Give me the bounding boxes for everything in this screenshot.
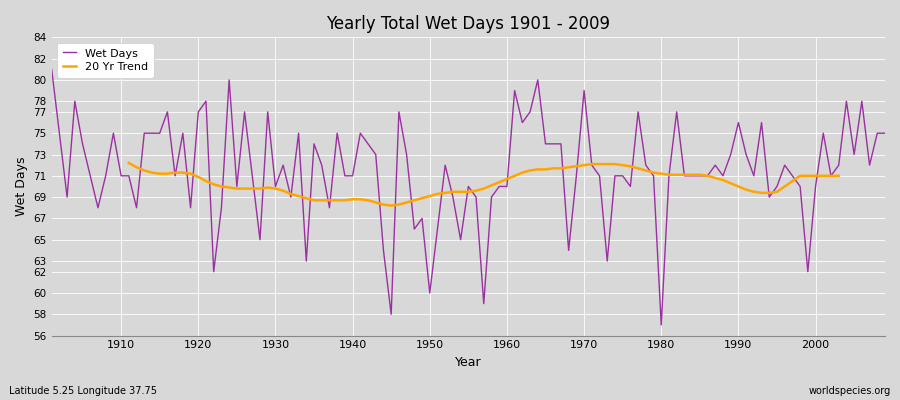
20 Yr Trend	[833, 174, 844, 178]
Wet Days	[656, 322, 667, 327]
Wet Days	[108, 131, 119, 136]
Text: Latitude 5.25 Longitude 37.75: Latitude 5.25 Longitude 37.75	[9, 386, 157, 396]
Title: Yearly Total Wet Days 1901 - 2009: Yearly Total Wet Days 1901 - 2009	[327, 15, 610, 33]
Wet Days	[324, 205, 335, 210]
Line: 20 Yr Trend: 20 Yr Trend	[129, 163, 839, 206]
20 Yr Trend	[239, 186, 250, 191]
20 Yr Trend	[270, 186, 281, 191]
20 Yr Trend	[625, 164, 635, 169]
20 Yr Trend	[386, 203, 397, 208]
Wet Days	[278, 163, 289, 168]
20 Yr Trend	[216, 184, 227, 189]
20 Yr Trend	[123, 161, 134, 166]
Text: worldspecies.org: worldspecies.org	[809, 386, 891, 396]
20 Yr Trend	[486, 183, 497, 188]
Wet Days	[879, 131, 890, 136]
Legend: Wet Days, 20 Yr Trend: Wet Days, 20 Yr Trend	[58, 43, 154, 78]
Wet Days	[501, 184, 512, 189]
Wet Days	[594, 174, 605, 178]
Wet Days	[494, 184, 505, 189]
X-axis label: Year: Year	[455, 356, 482, 369]
Y-axis label: Wet Days: Wet Days	[15, 157, 28, 216]
Wet Days	[46, 67, 57, 72]
Line: Wet Days: Wet Days	[51, 69, 885, 325]
20 Yr Trend	[695, 172, 706, 177]
